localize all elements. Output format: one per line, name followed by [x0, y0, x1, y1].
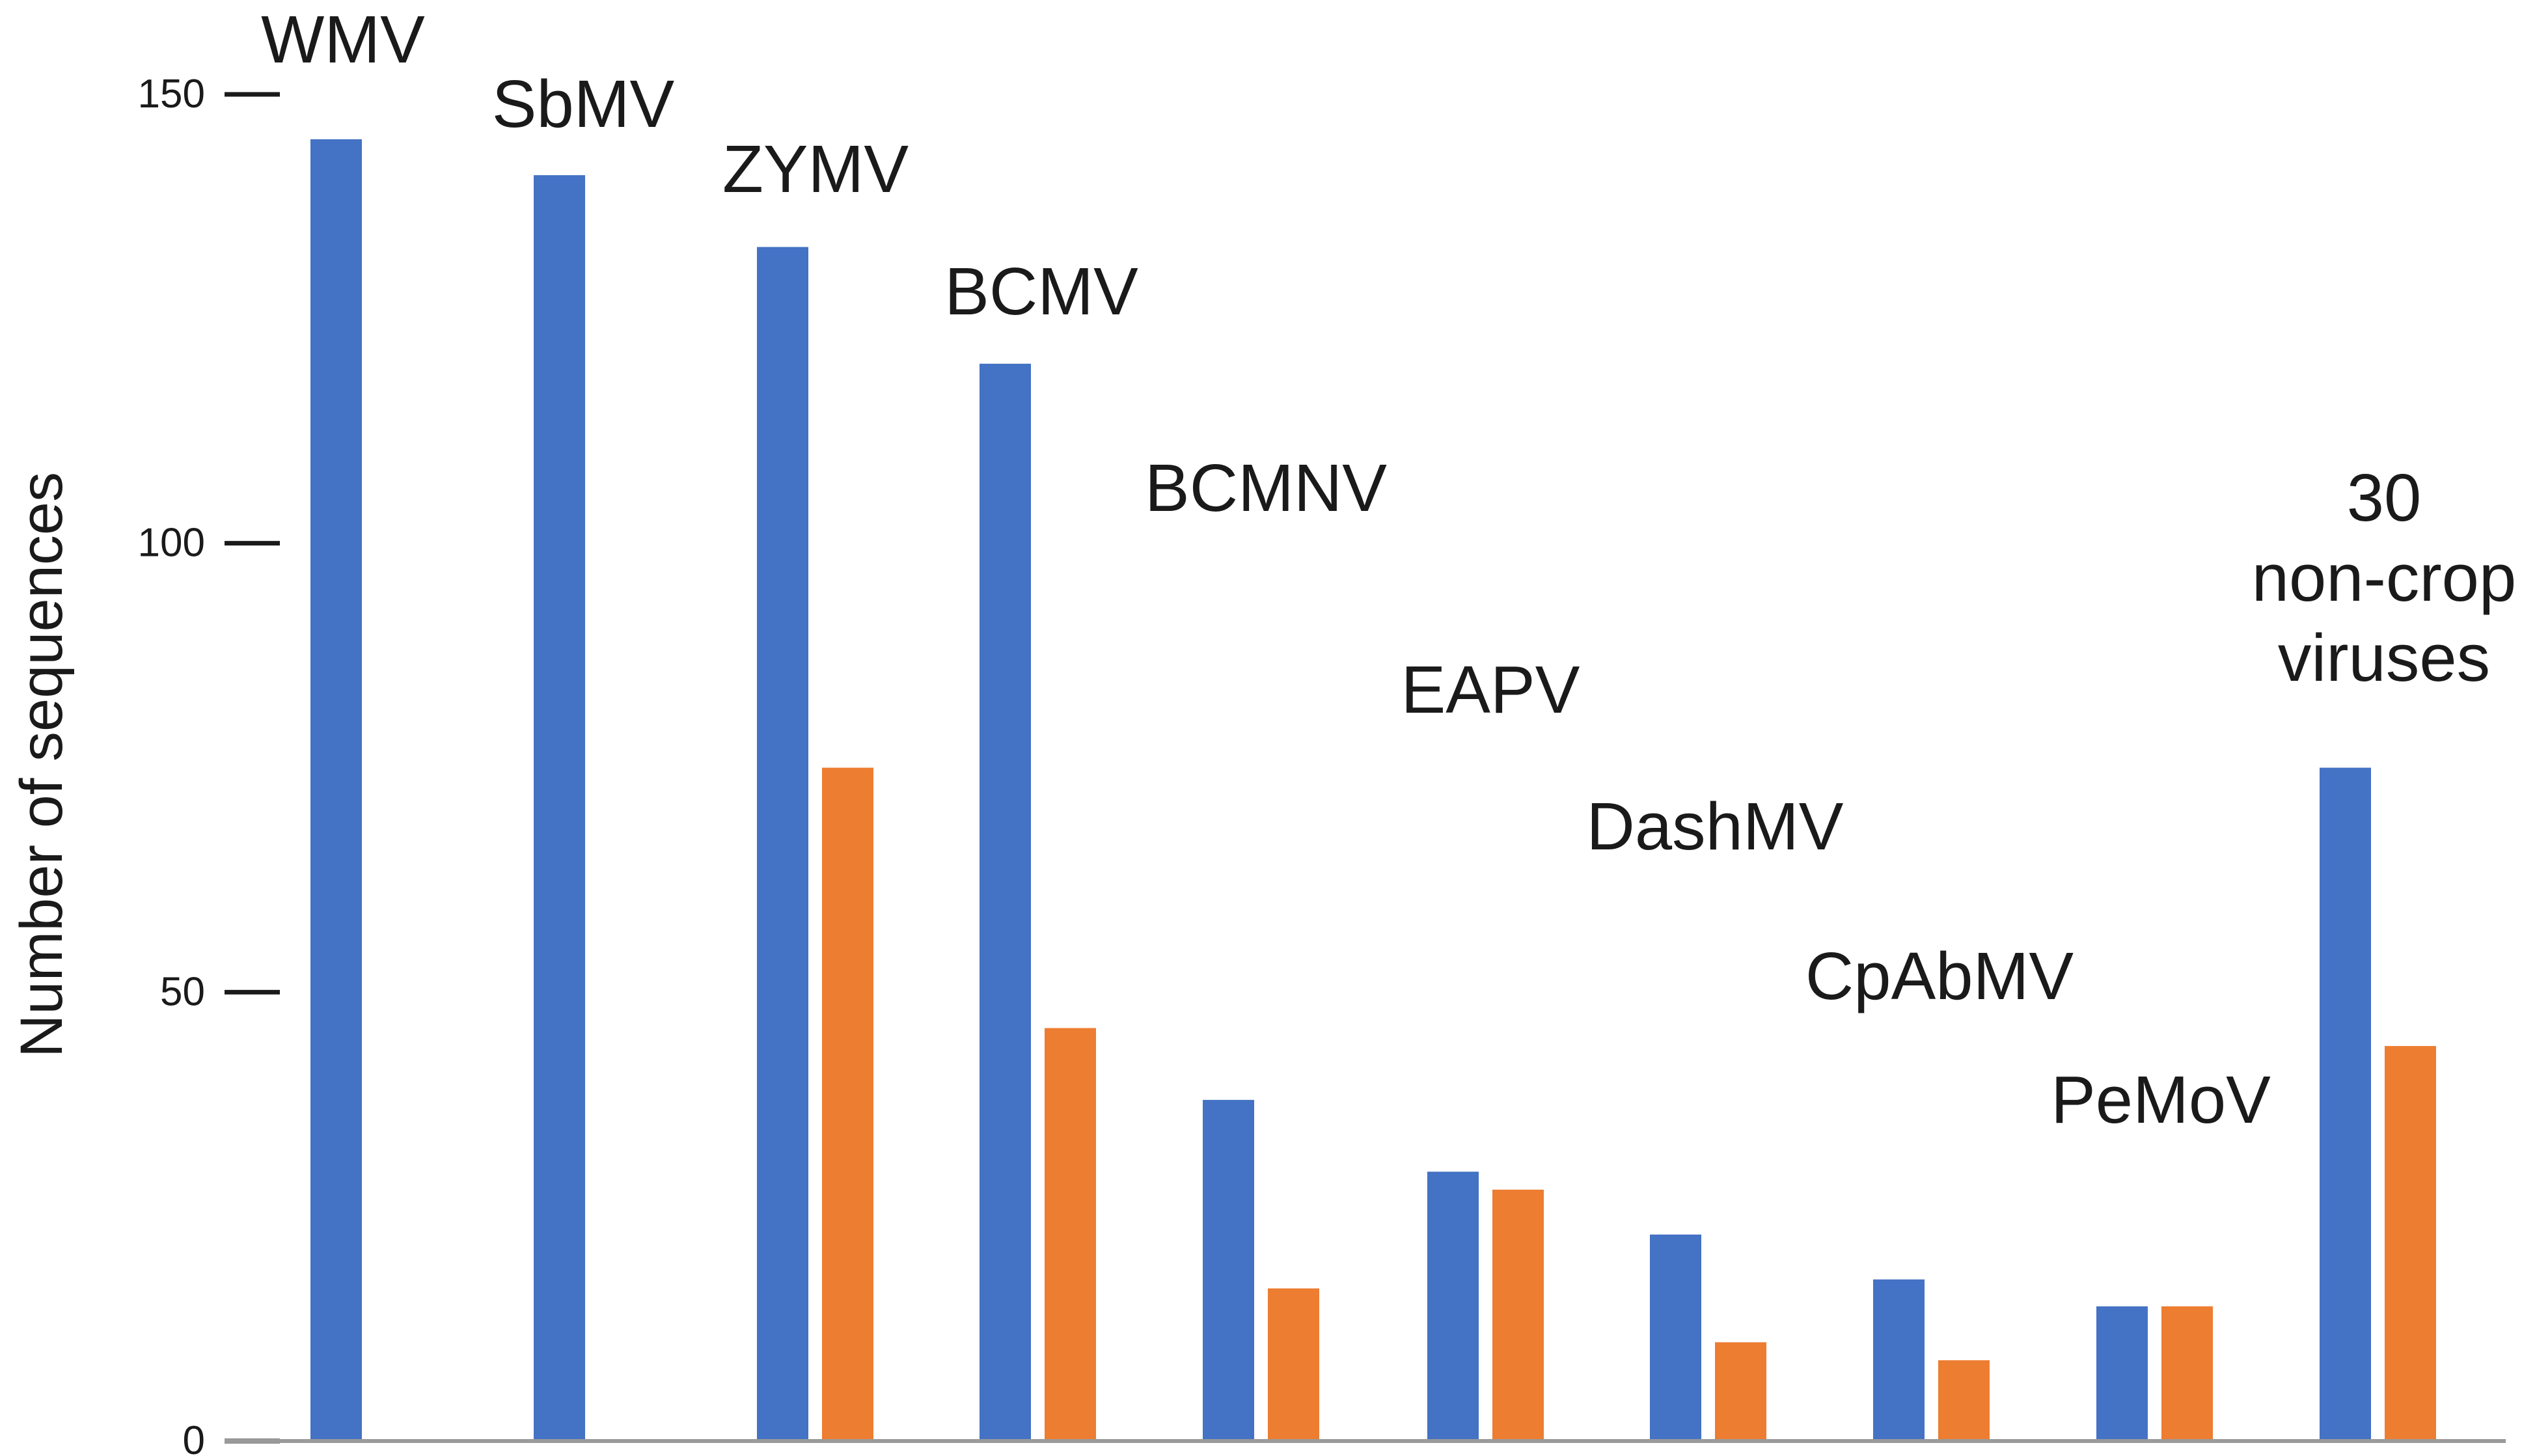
bar-series2-5 — [1492, 1189, 1544, 1441]
bar-series1-6 — [1650, 1234, 1701, 1441]
category-label-8: PeMoV — [2051, 1062, 2271, 1137]
category-label-0: WMV — [261, 2, 425, 77]
bars — [310, 139, 2436, 1441]
y-tick-label-0: 0 — [183, 1418, 205, 1456]
y-tick-label-150: 150 — [138, 72, 205, 117]
category-label-2: ZYMV — [722, 131, 909, 206]
category-label-9-line-2: viruses — [2278, 620, 2490, 695]
bar-series1-4 — [1203, 1099, 1254, 1441]
category-label-7: CpAbMV — [1805, 939, 2074, 1013]
category-label-6: DashMV — [1587, 789, 1844, 864]
bar-series2-3 — [1045, 1028, 1096, 1441]
y-axis-label: Number of sequences — [8, 472, 75, 1058]
bar-series2-4 — [1268, 1288, 1319, 1441]
bar-series2-8 — [2161, 1306, 2213, 1441]
category-label-9-line-1: non-crop — [2252, 540, 2517, 615]
category-label-5: EAPV — [1401, 652, 1580, 727]
bar-series1-1 — [534, 175, 585, 1441]
y-tick-label-50: 50 — [160, 969, 205, 1014]
bar-series1-9 — [2320, 767, 2371, 1441]
bar-series2-7 — [1938, 1360, 1990, 1441]
bar-series1-7 — [1873, 1279, 1925, 1441]
y-axis: 0 50 100 150 — [138, 72, 280, 1456]
category-label-1: SbMV — [492, 66, 675, 141]
bar-series1-2 — [757, 247, 808, 1441]
y-tick-label-100: 100 — [138, 521, 205, 566]
bar-series2-2 — [822, 767, 873, 1441]
bar-series2-6 — [1715, 1342, 1766, 1441]
bar-series1-8 — [2096, 1306, 2148, 1441]
category-label-9-line-0: 30 — [2347, 460, 2422, 535]
bar-series1-5 — [1427, 1172, 1479, 1441]
bar-series1-0 — [310, 139, 362, 1441]
category-label-3: BCMV — [944, 254, 1138, 329]
bar-series2-9 — [2385, 1046, 2436, 1441]
category-label-4: BCMNV — [1145, 450, 1387, 525]
bar-series1-3 — [980, 363, 1031, 1441]
